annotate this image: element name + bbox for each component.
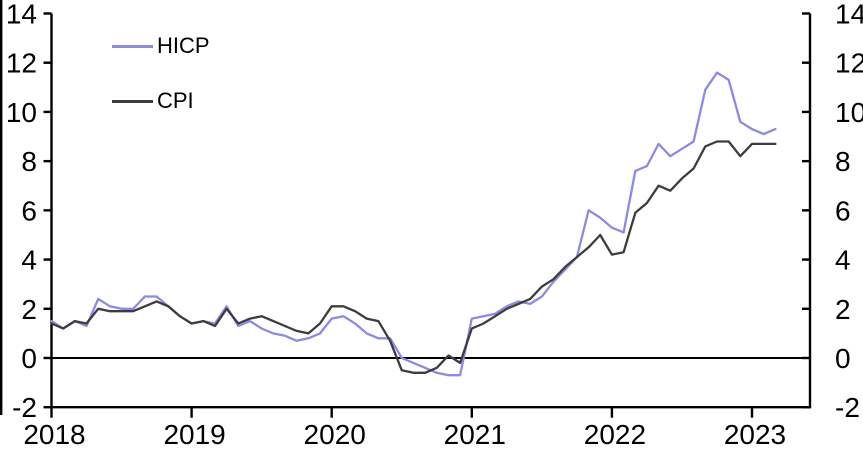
y-tick-label-left: 8 (21, 146, 37, 177)
y-tick-label-right: -2 (835, 392, 860, 423)
cpi-legend-label: CPI (157, 88, 194, 113)
x-tick-label: 2021 (444, 419, 506, 450)
legend-item-cpi: CPI (112, 90, 210, 112)
legend-item-hicp: HICP (112, 35, 210, 57)
x-tick-label: 2022 (584, 419, 646, 450)
y-tick-label-right: 4 (835, 245, 851, 276)
y-tick-label-right: 2 (835, 294, 851, 325)
x-tick-label: 2019 (163, 419, 225, 450)
y-tick-label-right: 12 (835, 48, 863, 79)
cpi-line-swatch (112, 99, 153, 103)
hicp-legend-label: HICP (157, 33, 210, 58)
y-tick-label-right: 10 (835, 97, 863, 128)
y-tick-label-left: 6 (21, 195, 37, 226)
hicp-line-swatch (112, 44, 153, 48)
x-tick-label: 2023 (724, 419, 786, 450)
hicp-line (50, 71, 777, 377)
y-tick-label-left: 0 (21, 343, 37, 374)
x-tick-label: 2018 (23, 419, 85, 450)
cpi-line (50, 140, 777, 374)
y-tick-label-left: 14 (6, 0, 37, 30)
y-tick-label-left: 2 (21, 294, 37, 325)
x-tick-label: 2020 (304, 419, 366, 450)
y-tick-label-left: 12 (6, 48, 37, 79)
y-tick-label-left: 4 (21, 245, 37, 276)
y-tick-label-left: -2 (12, 392, 37, 423)
y-tick-label-right: 8 (835, 146, 851, 177)
y-tick-label-right: 6 (835, 195, 851, 226)
y-tick-label-right: 14 (835, 0, 863, 30)
legend: HICP CPI (112, 35, 210, 112)
y-tick-label-left: 10 (6, 97, 37, 128)
y-tick-label-right: 0 (835, 343, 851, 374)
